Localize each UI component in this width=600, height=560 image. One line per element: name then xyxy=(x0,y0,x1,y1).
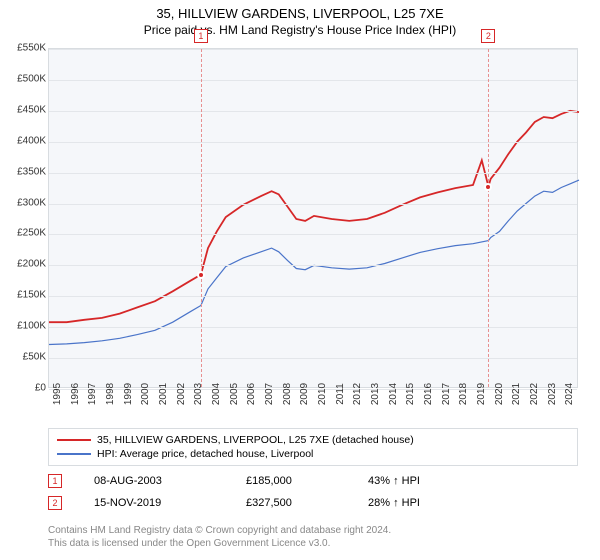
x-axis-tick-label: 1998 xyxy=(105,383,116,405)
y-axis-tick-label: £200K xyxy=(0,259,46,270)
x-axis-tick-label: 2011 xyxy=(335,383,346,405)
x-axis-tick-label: 2005 xyxy=(229,383,240,405)
x-axis-tick-label: 2010 xyxy=(317,383,328,405)
x-axis-tick-label: 2019 xyxy=(476,383,487,405)
legend-label: 35, HILLVIEW GARDENS, LIVERPOOL, L25 7XE… xyxy=(97,434,414,446)
sale-marker-vline xyxy=(488,49,489,387)
sale-row-marker: 2 xyxy=(48,496,62,510)
chart-area: 12 xyxy=(48,48,578,388)
gridline xyxy=(49,327,577,328)
gridline xyxy=(49,80,577,81)
x-axis-tick-label: 2003 xyxy=(193,383,204,405)
sale-delta: 43% ↑ HPI xyxy=(368,475,420,487)
y-axis-tick-label: £550K xyxy=(0,43,46,54)
y-axis-tick-label: £400K xyxy=(0,135,46,146)
x-axis-tick-label: 2018 xyxy=(458,383,469,405)
gridline xyxy=(49,204,577,205)
x-axis-tick-label: 2017 xyxy=(441,383,452,405)
sale-marker-label: 2 xyxy=(481,29,495,43)
legend-swatch xyxy=(57,453,91,455)
chart-title: 35, HILLVIEW GARDENS, LIVERPOOL, L25 7XE xyxy=(0,6,600,21)
y-axis-tick-label: £150K xyxy=(0,290,46,301)
x-axis-tick-label: 1995 xyxy=(52,383,63,405)
x-axis-tick-label: 2015 xyxy=(405,383,416,405)
legend-label: HPI: Average price, detached house, Live… xyxy=(97,448,313,460)
sale-marker-dot xyxy=(197,271,205,279)
y-axis-tick-label: £100K xyxy=(0,321,46,332)
sale-date: 08-AUG-2003 xyxy=(94,475,214,487)
x-axis-tick-label: 2001 xyxy=(158,383,169,405)
sale-delta: 28% ↑ HPI xyxy=(368,497,420,509)
gridline xyxy=(49,296,577,297)
x-axis-tick-label: 2009 xyxy=(299,383,310,405)
x-axis-tick-label: 2020 xyxy=(494,383,505,405)
x-axis-tick-label: 2008 xyxy=(282,383,293,405)
footer-line-2: This data is licensed under the Open Gov… xyxy=(48,537,578,550)
footer-attribution: Contains HM Land Registry data © Crown c… xyxy=(48,524,578,550)
sale-row: 2 15-NOV-2019 £327,500 28% ↑ HPI xyxy=(48,492,578,514)
gridline xyxy=(49,111,577,112)
x-axis-tick-label: 1997 xyxy=(87,383,98,405)
series-line-hpi xyxy=(49,180,579,344)
gridline xyxy=(49,173,577,174)
sale-marker-dot xyxy=(484,183,492,191)
gridline xyxy=(49,234,577,235)
plot-area: 12 xyxy=(48,48,578,388)
sale-marker-label: 1 xyxy=(194,29,208,43)
x-axis-tick-label: 2006 xyxy=(246,383,257,405)
x-axis-tick-label: 2007 xyxy=(264,383,275,405)
sale-date: 15-NOV-2019 xyxy=(94,497,214,509)
footer-line-1: Contains HM Land Registry data © Crown c… xyxy=(48,524,578,537)
sale-price: £327,500 xyxy=(246,497,336,509)
sale-marker-vline xyxy=(201,49,202,387)
legend-item: HPI: Average price, detached house, Live… xyxy=(57,447,569,461)
x-axis-tick-label: 2013 xyxy=(370,383,381,405)
gridline xyxy=(49,49,577,50)
sale-row: 1 08-AUG-2003 £185,000 43% ↑ HPI xyxy=(48,470,578,492)
x-axis-tick-label: 2022 xyxy=(529,383,540,405)
x-axis-tick-label: 2002 xyxy=(176,383,187,405)
x-axis-tick-label: 2012 xyxy=(352,383,363,405)
y-axis-tick-label: £250K xyxy=(0,228,46,239)
gridline xyxy=(49,265,577,266)
x-axis-tick-label: 2023 xyxy=(547,383,558,405)
title-block: 35, HILLVIEW GARDENS, LIVERPOOL, L25 7XE… xyxy=(0,0,600,37)
y-axis-tick-label: £0 xyxy=(0,383,46,394)
y-axis-tick-label: £300K xyxy=(0,197,46,208)
line-series-svg xyxy=(49,49,579,389)
gridline xyxy=(49,358,577,359)
legend: 35, HILLVIEW GARDENS, LIVERPOOL, L25 7XE… xyxy=(48,428,578,466)
x-axis-tick-label: 2021 xyxy=(511,383,522,405)
x-axis-tick-label: 1996 xyxy=(70,383,81,405)
x-axis-tick-label: 2016 xyxy=(423,383,434,405)
y-axis-tick-label: £500K xyxy=(0,73,46,84)
x-axis-tick-label: 2024 xyxy=(564,383,575,405)
chart-container: { "title": "35, HILLVIEW GARDENS, LIVERP… xyxy=(0,0,600,560)
y-axis-tick-label: £450K xyxy=(0,104,46,115)
y-axis-tick-label: £50K xyxy=(0,352,46,363)
chart-subtitle: Price paid vs. HM Land Registry's House … xyxy=(0,23,600,37)
x-axis-tick-label: 2014 xyxy=(388,383,399,405)
sale-price: £185,000 xyxy=(246,475,336,487)
legend-item: 35, HILLVIEW GARDENS, LIVERPOOL, L25 7XE… xyxy=(57,433,569,447)
sale-row-marker: 1 xyxy=(48,474,62,488)
legend-swatch xyxy=(57,439,91,441)
x-axis-tick-label: 2000 xyxy=(140,383,151,405)
x-axis-tick-label: 2004 xyxy=(211,383,222,405)
gridline xyxy=(49,142,577,143)
sales-table: 1 08-AUG-2003 £185,000 43% ↑ HPI 2 15-NOV-201… xyxy=(48,470,578,514)
y-axis-tick-label: £350K xyxy=(0,166,46,177)
x-axis-tick-label: 1999 xyxy=(123,383,134,405)
